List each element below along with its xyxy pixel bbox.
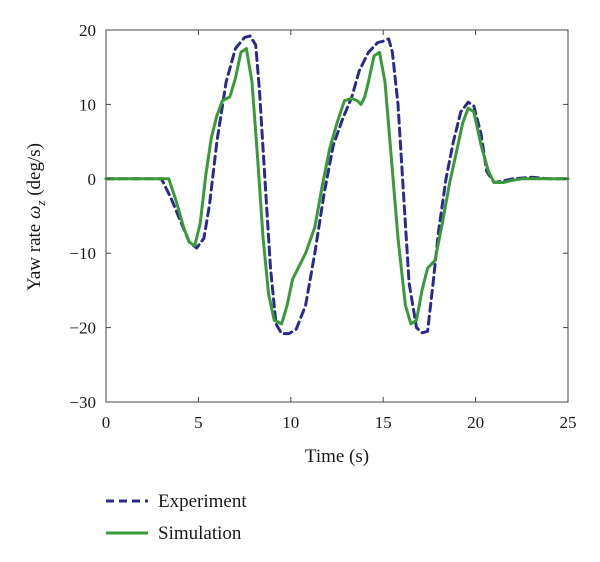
x-tick-label: 25 [560, 413, 577, 432]
series-line-simulation [104, 47, 570, 326]
x-tick-label: 15 [375, 413, 392, 432]
x-tick-label: 0 [102, 413, 111, 432]
x-tick-label: 10 [282, 413, 299, 432]
plot-area [105, 29, 569, 403]
y-tick-label: 20 [79, 21, 96, 40]
axis-ticks [105, 29, 569, 403]
y-tick-label: −10 [69, 244, 96, 263]
y-tick-label: 0 [88, 170, 97, 189]
y-axis-title: Yaw rate ωz (deg/s) [24, 143, 48, 291]
series-group [104, 34, 570, 336]
series-line-experiment [104, 34, 570, 336]
legend-label-simulation: Simulation [158, 523, 242, 544]
legend: Experiment Simulation [106, 491, 247, 544]
y-tick-label: −20 [69, 319, 96, 338]
y-tick-label: −30 [69, 393, 96, 412]
x-tick-label: 5 [194, 413, 203, 432]
plot-frame [105, 29, 569, 403]
legend-label-experiment: Experiment [158, 491, 247, 512]
y-tick-label: 10 [79, 95, 96, 114]
x-tick-label: 20 [467, 413, 484, 432]
tick-labels: 0 5 10 15 20 25 −30 −20 −10 0 10 20 [69, 21, 576, 432]
x-axis-title: Time (s) [305, 446, 369, 467]
